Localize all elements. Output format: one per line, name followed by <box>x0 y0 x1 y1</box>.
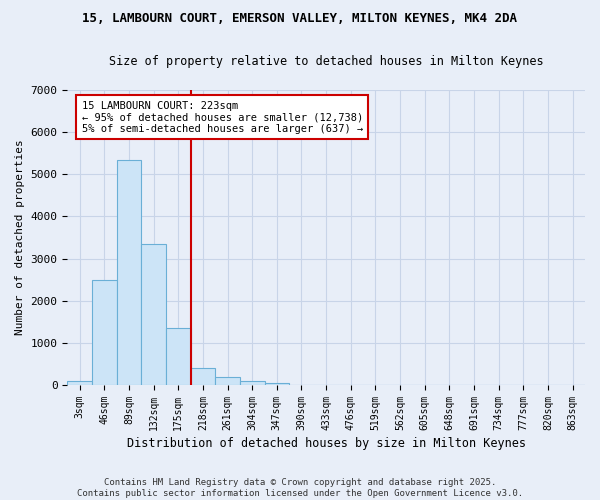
Y-axis label: Number of detached properties: Number of detached properties <box>15 140 25 336</box>
Bar <box>92 280 116 385</box>
Bar <box>67 381 92 385</box>
Text: 15, LAMBOURN COURT, EMERSON VALLEY, MILTON KEYNES, MK4 2DA: 15, LAMBOURN COURT, EMERSON VALLEY, MILT… <box>83 12 517 26</box>
Bar <box>215 376 240 385</box>
X-axis label: Distribution of detached houses by size in Milton Keynes: Distribution of detached houses by size … <box>127 437 526 450</box>
Text: 15 LAMBOURN COURT: 223sqm
← 95% of detached houses are smaller (12,738)
5% of se: 15 LAMBOURN COURT: 223sqm ← 95% of detac… <box>82 100 363 134</box>
Bar <box>141 244 166 385</box>
Bar <box>240 381 265 385</box>
Text: Contains HM Land Registry data © Crown copyright and database right 2025.
Contai: Contains HM Land Registry data © Crown c… <box>77 478 523 498</box>
Bar <box>116 160 141 385</box>
Bar <box>166 328 191 385</box>
Bar <box>191 368 215 385</box>
Title: Size of property relative to detached houses in Milton Keynes: Size of property relative to detached ho… <box>109 55 544 68</box>
Bar <box>265 383 289 385</box>
